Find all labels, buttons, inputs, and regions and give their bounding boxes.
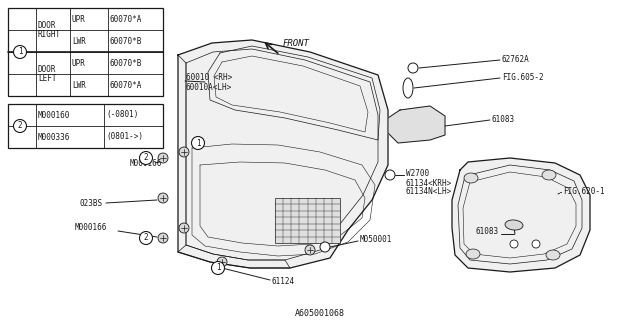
- Circle shape: [532, 240, 540, 248]
- Circle shape: [305, 245, 315, 255]
- Bar: [275, 198, 340, 243]
- Circle shape: [13, 119, 26, 132]
- Text: FRONT: FRONT: [283, 39, 310, 49]
- Polygon shape: [388, 106, 445, 143]
- Text: 60070*B: 60070*B: [110, 59, 142, 68]
- Text: UPR: UPR: [72, 59, 86, 68]
- Text: W2700: W2700: [406, 170, 429, 179]
- Text: DOOR
RIGHT: DOOR RIGHT: [38, 21, 61, 39]
- Circle shape: [385, 170, 395, 180]
- Text: FIG.620-1: FIG.620-1: [563, 187, 605, 196]
- Circle shape: [179, 223, 189, 233]
- Text: 023BS: 023BS: [80, 198, 103, 207]
- Circle shape: [158, 193, 168, 203]
- Text: 1: 1: [196, 139, 200, 148]
- Text: A605001068: A605001068: [295, 309, 345, 318]
- Text: 60070*B: 60070*B: [110, 36, 142, 45]
- Circle shape: [140, 151, 152, 164]
- Ellipse shape: [546, 250, 560, 260]
- Text: (-0801): (-0801): [106, 110, 138, 119]
- Text: FIG.605-2: FIG.605-2: [502, 73, 543, 82]
- Text: 61134<KRH>: 61134<KRH>: [406, 179, 452, 188]
- Circle shape: [320, 242, 330, 252]
- Circle shape: [191, 137, 205, 149]
- Text: 2: 2: [18, 122, 22, 131]
- Text: 60010A<LH>: 60010A<LH>: [186, 83, 232, 92]
- Circle shape: [408, 63, 418, 73]
- Bar: [8, 8, 163, 96]
- Text: 61083: 61083: [492, 115, 515, 124]
- Ellipse shape: [466, 249, 480, 259]
- Text: 60070*A: 60070*A: [110, 14, 142, 23]
- Text: LWR: LWR: [72, 36, 86, 45]
- Text: 1: 1: [18, 47, 22, 57]
- Ellipse shape: [464, 173, 478, 183]
- Text: M000166: M000166: [75, 223, 108, 233]
- Text: LWR: LWR: [72, 81, 86, 90]
- Circle shape: [179, 147, 189, 157]
- Text: 61083: 61083: [476, 228, 499, 236]
- Text: 61134N<LH>: 61134N<LH>: [406, 187, 452, 196]
- Text: 60010 <RH>: 60010 <RH>: [186, 74, 232, 83]
- Text: 2: 2: [144, 154, 148, 163]
- Text: 62762A: 62762A: [502, 54, 530, 63]
- Circle shape: [140, 231, 152, 244]
- Text: DOOR
LEFT: DOOR LEFT: [38, 65, 56, 83]
- Ellipse shape: [505, 220, 523, 230]
- Polygon shape: [452, 158, 590, 272]
- Text: 60070*A: 60070*A: [110, 81, 142, 90]
- Text: (0801->): (0801->): [106, 132, 143, 141]
- Circle shape: [211, 261, 225, 275]
- Text: M050001: M050001: [360, 236, 392, 244]
- Text: M000336: M000336: [38, 132, 70, 141]
- Circle shape: [217, 257, 227, 267]
- Text: M000166: M000166: [130, 158, 163, 167]
- Bar: [8, 104, 163, 148]
- Circle shape: [510, 240, 518, 248]
- Text: 61124: 61124: [272, 277, 295, 286]
- Text: 2: 2: [144, 234, 148, 243]
- Ellipse shape: [403, 78, 413, 98]
- Polygon shape: [178, 40, 388, 268]
- Circle shape: [13, 45, 26, 59]
- Ellipse shape: [542, 170, 556, 180]
- Text: M000160: M000160: [38, 110, 70, 119]
- Circle shape: [158, 233, 168, 243]
- Circle shape: [158, 153, 168, 163]
- Text: 1: 1: [216, 263, 220, 273]
- Text: UPR: UPR: [72, 14, 86, 23]
